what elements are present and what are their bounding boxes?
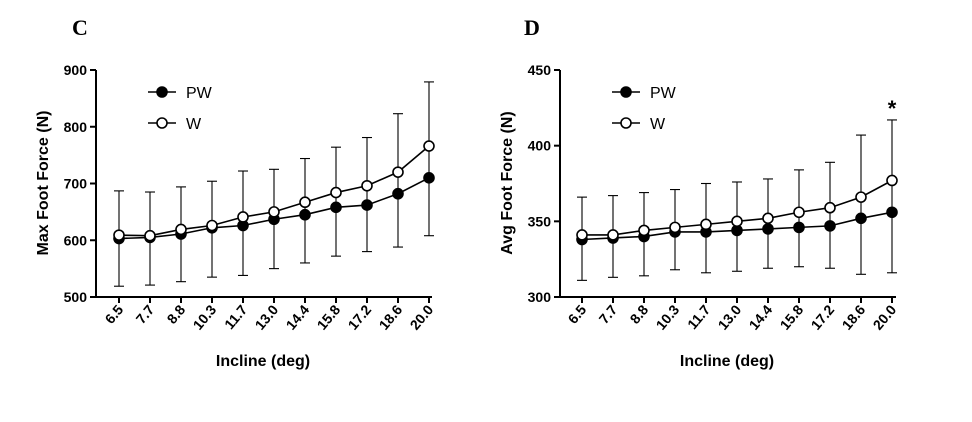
point-w bbox=[330, 186, 342, 199]
y-axis-title: Max Foot Force (N) bbox=[35, 111, 52, 256]
point-pw bbox=[361, 199, 373, 211]
point-w bbox=[206, 219, 218, 232]
point-w bbox=[392, 166, 404, 178]
point-pw bbox=[299, 208, 311, 221]
y-tick-label: 500 bbox=[64, 289, 88, 305]
point-pw bbox=[793, 221, 805, 234]
x-tick-label: 6.5 bbox=[102, 301, 127, 326]
point-w bbox=[113, 229, 125, 241]
point-pw bbox=[423, 172, 435, 184]
x-tick-label: 14.4 bbox=[746, 301, 776, 332]
significance-marker: * bbox=[888, 96, 897, 121]
point-w bbox=[423, 140, 435, 152]
legend-label: PW bbox=[186, 85, 213, 102]
point-pw bbox=[855, 212, 867, 225]
x-axis-title: Incline (deg) bbox=[216, 353, 310, 370]
x-tick-label: 14.4 bbox=[283, 301, 313, 332]
x-tick-label: 18.6 bbox=[839, 301, 869, 332]
point-w bbox=[576, 229, 588, 241]
x-tick-label: 17.2 bbox=[345, 301, 375, 332]
panel-c: C Max Foot Force (N) Incline (deg) 500 60… bbox=[35, 15, 436, 370]
x-tick-label: 20.0 bbox=[407, 301, 437, 332]
y-tick-label: 800 bbox=[64, 119, 88, 135]
legend-marker bbox=[156, 117, 168, 129]
point-w bbox=[824, 201, 836, 214]
x-tick-label: 17.2 bbox=[808, 301, 838, 332]
x-tick-label: 15.8 bbox=[777, 301, 807, 332]
x-tick-label: 15.8 bbox=[314, 301, 344, 332]
x-tick-label: 20.0 bbox=[870, 301, 900, 332]
point-w bbox=[700, 218, 712, 231]
x-tick-label: 8.8 bbox=[164, 301, 189, 326]
point-w bbox=[268, 206, 280, 218]
y-tick-label: 300 bbox=[528, 289, 552, 305]
point-w bbox=[638, 224, 650, 237]
x-tick-label: 13.0 bbox=[715, 301, 745, 332]
point-w bbox=[731, 215, 743, 228]
legend-marker bbox=[620, 86, 632, 98]
x-tick-label: 18.6 bbox=[376, 301, 406, 332]
y-axis-title: Avg Foot Force (N) bbox=[499, 111, 516, 254]
point-w bbox=[175, 223, 187, 236]
x-tick-label: 10.3 bbox=[190, 301, 220, 332]
point-pw bbox=[330, 201, 342, 214]
legend-label: W bbox=[650, 116, 666, 133]
y-tick-label: 450 bbox=[528, 62, 552, 78]
legend-marker bbox=[620, 117, 632, 129]
x-tick-label: 13.0 bbox=[252, 301, 282, 332]
x-tick-label: 6.5 bbox=[565, 301, 590, 326]
point-w bbox=[886, 174, 898, 187]
point-w bbox=[669, 221, 681, 234]
point-w bbox=[607, 229, 619, 241]
legend-label: W bbox=[186, 116, 202, 133]
point-w bbox=[762, 212, 774, 225]
point-w bbox=[144, 229, 156, 242]
legend-label: PW bbox=[650, 85, 677, 102]
x-axis-title: Incline (deg) bbox=[680, 353, 774, 370]
point-w bbox=[299, 196, 311, 209]
x-tick-label: 10.3 bbox=[653, 301, 683, 332]
y-tick-label: 600 bbox=[64, 232, 88, 248]
x-tick-label: 7.7 bbox=[596, 301, 621, 326]
y-tick-label: 700 bbox=[64, 176, 88, 192]
panel-d: D Avg Foot Force (N) Incline (deg) 300 35… bbox=[499, 15, 899, 370]
panel-label: D bbox=[524, 15, 540, 40]
point-w bbox=[793, 206, 805, 219]
point-pw bbox=[392, 187, 404, 200]
panel-label: C bbox=[72, 15, 88, 40]
point-w bbox=[237, 211, 249, 223]
x-tick-label: 7.7 bbox=[133, 301, 158, 326]
y-tick-label: 900 bbox=[64, 62, 88, 78]
point-w bbox=[361, 179, 373, 192]
point-w bbox=[855, 191, 867, 203]
x-tick-label: 11.7 bbox=[221, 301, 250, 332]
x-tick-label: 8.8 bbox=[627, 301, 652, 326]
point-pw bbox=[762, 223, 774, 235]
y-tick-label: 400 bbox=[528, 138, 552, 154]
x-tick-label: 11.7 bbox=[684, 301, 713, 332]
point-pw bbox=[824, 220, 836, 232]
y-tick-label: 350 bbox=[528, 213, 552, 229]
legend-marker bbox=[156, 86, 168, 98]
point-pw bbox=[886, 206, 898, 219]
